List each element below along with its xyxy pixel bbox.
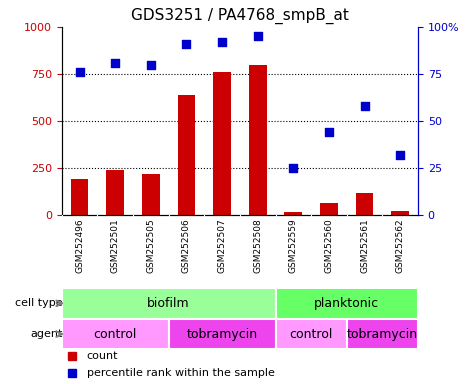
- Bar: [356, 194, 373, 215]
- Text: cell type: cell type: [15, 298, 63, 308]
- Bar: [249, 65, 266, 215]
- Point: [218, 39, 226, 45]
- Point: [254, 33, 261, 40]
- Bar: [276, 319, 347, 349]
- Bar: [276, 288, 418, 319]
- Bar: [320, 203, 338, 215]
- Bar: [285, 212, 302, 215]
- Text: control: control: [94, 328, 137, 341]
- Text: biofilm: biofilm: [147, 297, 190, 310]
- Bar: [62, 319, 169, 349]
- Point: [325, 129, 332, 135]
- Bar: [178, 94, 195, 215]
- Text: GSM252506: GSM252506: [182, 219, 191, 273]
- Bar: [142, 174, 160, 215]
- Point: [147, 61, 155, 68]
- Point: [289, 165, 297, 171]
- Point: [76, 69, 84, 75]
- Bar: [169, 319, 276, 349]
- Text: tobramycin: tobramycin: [347, 328, 418, 341]
- Bar: [71, 179, 88, 215]
- Point: [396, 152, 404, 158]
- Point: [361, 103, 369, 109]
- Text: agent: agent: [30, 329, 63, 339]
- Title: GDS3251 / PA4768_smpB_at: GDS3251 / PA4768_smpB_at: [131, 8, 349, 24]
- Text: GSM252496: GSM252496: [75, 219, 84, 273]
- Text: GSM252501: GSM252501: [111, 219, 120, 273]
- Text: control: control: [289, 328, 333, 341]
- Text: GSM252507: GSM252507: [218, 219, 227, 273]
- Bar: [62, 288, 276, 319]
- Point: [182, 41, 190, 47]
- Text: count: count: [86, 351, 118, 361]
- Bar: [391, 211, 409, 215]
- Bar: [347, 319, 418, 349]
- Bar: [213, 72, 231, 215]
- Text: GSM252562: GSM252562: [396, 219, 405, 273]
- Text: GSM252505: GSM252505: [146, 219, 155, 273]
- Text: percentile rank within the sample: percentile rank within the sample: [86, 368, 275, 378]
- Bar: [106, 170, 124, 215]
- Text: GSM252508: GSM252508: [253, 219, 262, 273]
- Text: planktonic: planktonic: [314, 297, 380, 310]
- Text: GSM252559: GSM252559: [289, 219, 298, 273]
- Text: tobramycin: tobramycin: [187, 328, 257, 341]
- Text: GSM252561: GSM252561: [360, 219, 369, 273]
- Point: [111, 60, 119, 66]
- Text: GSM252560: GSM252560: [324, 219, 333, 273]
